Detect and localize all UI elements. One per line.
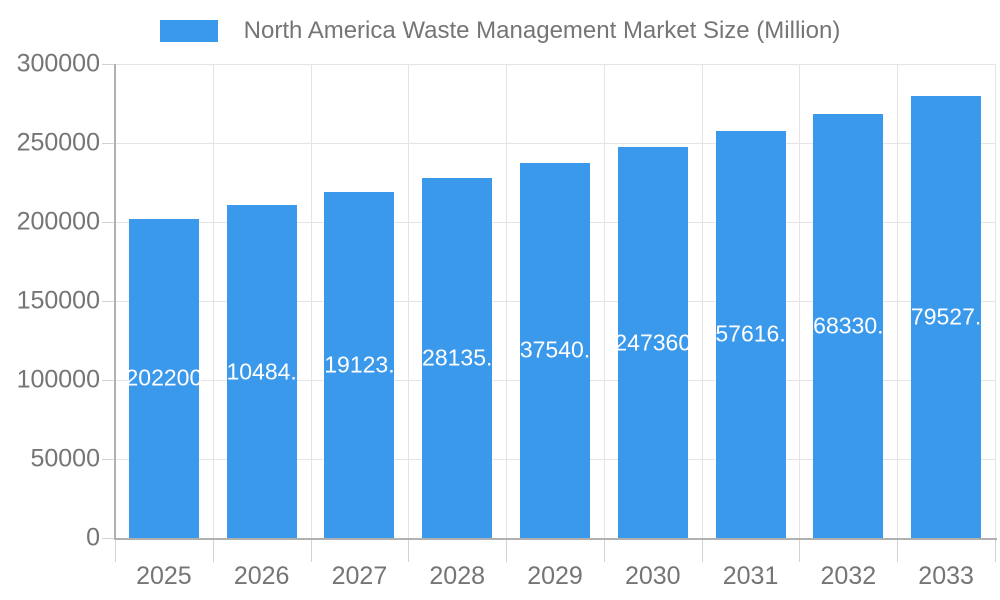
bar-value-label: 228135.6 bbox=[409, 344, 506, 371]
bar-value-label: 268330.1 bbox=[800, 312, 897, 339]
y-axis-tick-label: 300000 bbox=[16, 49, 100, 78]
x-axis-tick bbox=[408, 540, 410, 562]
y-axis-line bbox=[114, 64, 116, 540]
bar-value-label: 219123.3 bbox=[311, 351, 408, 378]
x-axis-label: 2026 bbox=[233, 562, 290, 590]
y-axis-tick bbox=[102, 538, 115, 539]
gridline-vertical bbox=[995, 64, 996, 538]
x-axis-tick bbox=[897, 540, 899, 562]
y-axis-tick bbox=[102, 301, 115, 302]
x-axis-label: 2032 bbox=[820, 562, 877, 590]
legend-label: North America Waste Management Market Si… bbox=[243, 17, 841, 44]
y-axis-tick bbox=[102, 143, 115, 144]
x-axis-label: 2027 bbox=[331, 562, 388, 590]
bar-value-label: 202200 bbox=[125, 364, 203, 391]
legend[interactable]: North America Waste Management Market Si… bbox=[0, 14, 1000, 48]
bar-2027[interactable]: 219123.3 bbox=[311, 191, 407, 538]
bar-2026[interactable]: 210484.8 bbox=[214, 205, 310, 538]
gridline-vertical bbox=[603, 64, 605, 538]
gridline-vertical bbox=[506, 64, 508, 538]
x-axis-tick bbox=[506, 540, 508, 562]
bar-2032[interactable]: 268330.1 bbox=[800, 114, 896, 538]
bar-value-label: 257616.6 bbox=[702, 320, 799, 347]
x-axis-tick bbox=[115, 540, 116, 562]
y-axis-tick-label: 250000 bbox=[16, 128, 100, 157]
y-axis-tick bbox=[102, 222, 115, 223]
gridline-vertical bbox=[408, 64, 410, 538]
x-axis-label: 2025 bbox=[136, 562, 192, 590]
gridline-vertical bbox=[897, 64, 899, 538]
y-axis-tick bbox=[102, 459, 115, 460]
x-axis-tick bbox=[212, 540, 214, 562]
gridline-vertical bbox=[212, 64, 214, 538]
y-axis-tick bbox=[102, 380, 115, 381]
bar-2031[interactable]: 257616.6 bbox=[703, 130, 799, 538]
bar-value-label: 237540.5 bbox=[507, 336, 603, 363]
y-axis-tick-label: 150000 bbox=[16, 286, 100, 315]
x-axis-label: 2033 bbox=[918, 562, 974, 590]
legend-swatch bbox=[159, 20, 218, 42]
bar-2030[interactable]: 247360 bbox=[614, 147, 691, 538]
x-axis-tick bbox=[603, 540, 605, 562]
bar-2025[interactable]: 202200 bbox=[126, 218, 202, 538]
x-axis-tick bbox=[310, 540, 312, 562]
bar-value-label: 279527.3 bbox=[898, 303, 995, 330]
x-axis-label: 2031 bbox=[722, 562, 779, 590]
y-axis-tick-label: 0 bbox=[86, 523, 100, 552]
x-axis-tick bbox=[995, 540, 996, 562]
y-axis-tick-label: 100000 bbox=[16, 365, 100, 394]
bar-value-label: 210484.8 bbox=[213, 358, 310, 385]
x-axis-label: 2030 bbox=[624, 562, 681, 590]
gridline-vertical bbox=[310, 64, 312, 538]
x-axis-tick bbox=[701, 540, 703, 562]
y-axis-tick bbox=[102, 64, 115, 65]
y-axis-tick-label: 50000 bbox=[30, 444, 100, 473]
gridline-vertical bbox=[799, 64, 801, 538]
y-axis-tick-label: 200000 bbox=[16, 207, 100, 236]
gridline-horizontal bbox=[115, 143, 995, 144]
x-axis-line bbox=[114, 538, 997, 540]
gridline-vertical bbox=[701, 64, 703, 538]
bar-2033[interactable]: 279527.3 bbox=[898, 96, 994, 538]
bar-value-label: 247360 bbox=[614, 329, 692, 356]
bar-2029[interactable]: 237540.5 bbox=[507, 162, 603, 538]
gridline-horizontal bbox=[115, 64, 995, 65]
x-axis-tick bbox=[799, 540, 801, 562]
x-axis-label: 2028 bbox=[429, 562, 486, 590]
x-axis-label: 2029 bbox=[527, 562, 583, 590]
bar-2028[interactable]: 228135.6 bbox=[409, 177, 505, 538]
